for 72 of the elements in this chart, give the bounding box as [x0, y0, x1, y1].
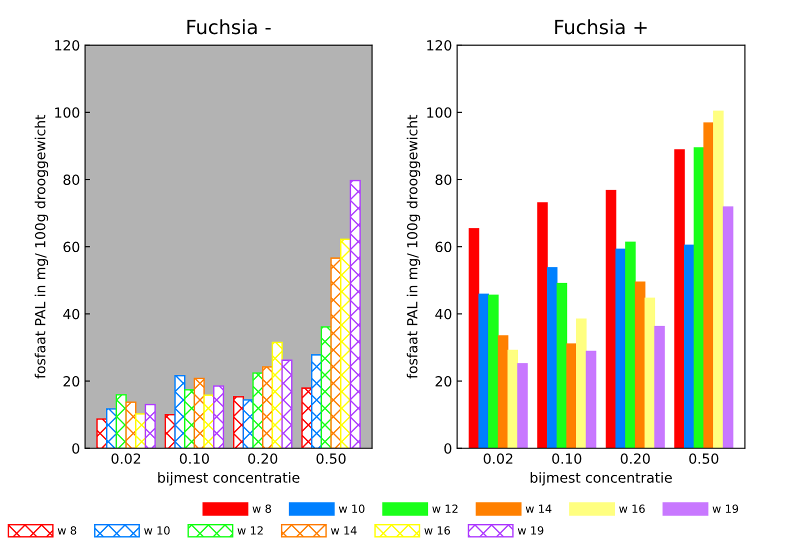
bar	[488, 294, 499, 448]
chart-title: Fuchsia -	[187, 19, 271, 34]
y-tick-label: 80	[436, 174, 452, 185]
y-tick-label: 80	[63, 174, 80, 185]
y-axis-title: fosfaat PAL in mg/ 100g drooggewicht	[34, 114, 48, 379]
x-tick-label: 0.02	[484, 453, 512, 464]
bar	[517, 363, 528, 448]
bar	[625, 242, 636, 448]
bar	[281, 360, 292, 448]
bar	[350, 180, 361, 448]
bar	[634, 282, 646, 448]
bar	[694, 147, 704, 448]
bar	[272, 342, 283, 448]
legend-label: w 8	[252, 504, 272, 513]
bar	[320, 326, 332, 448]
y-tick-label: 0	[444, 443, 452, 454]
bar	[546, 267, 558, 448]
x-tick-label: 0.02	[112, 453, 140, 464]
x-tick-label: 0.50	[316, 453, 346, 464]
legend-label: w 12	[432, 504, 458, 513]
legend-label: w 19	[518, 526, 544, 535]
x-tick-label: 0.10	[180, 453, 209, 464]
bar	[576, 318, 587, 448]
y-tick-label: 0	[72, 443, 80, 454]
bar	[722, 206, 734, 448]
bar	[644, 298, 656, 448]
y-tick-label: 40	[63, 308, 80, 320]
x-axis-title: bijmest concentratie	[530, 472, 672, 486]
legend-label: w 16	[619, 504, 645, 513]
y-tick-label: 120	[55, 40, 80, 51]
legend-label: w 19	[712, 504, 738, 513]
y-tick-label: 40	[435, 308, 452, 320]
legend-label: w 12	[238, 526, 263, 534]
x-axis-title: bijmest concentratie	[158, 472, 300, 486]
x-tick-label: 0.10	[552, 453, 582, 464]
bar	[615, 248, 626, 448]
bar	[242, 399, 254, 448]
legend-label: w 14	[526, 504, 552, 513]
bar	[556, 282, 568, 448]
legend-label: w 8	[58, 526, 76, 535]
bar	[478, 294, 489, 448]
legend-label: w 10	[338, 504, 364, 513]
y-tick-label: 20	[64, 376, 80, 387]
legend-label: w 16	[424, 526, 450, 535]
chart-title: Fuchsia +	[555, 19, 647, 34]
bar	[508, 350, 518, 448]
legend-label: w 14	[330, 526, 357, 534]
y-tick-label: 60	[436, 242, 452, 252]
bar	[606, 190, 616, 448]
bar	[654, 326, 665, 448]
bar	[586, 350, 596, 448]
y-tick-label: 60	[64, 242, 80, 252]
bar	[144, 404, 156, 448]
x-tick-label: 0.50	[689, 453, 718, 464]
x-tick-label: 0.20	[620, 453, 650, 464]
x-tick-label: 0.20	[248, 453, 278, 464]
legend-label: w 10	[144, 526, 170, 535]
bar	[116, 394, 127, 448]
y-tick-label: 100	[55, 107, 80, 118]
bar	[684, 244, 695, 448]
bar	[213, 385, 224, 448]
y-axis-title: fosfaat PAL in mg/ 100g drooggewicht	[406, 114, 420, 379]
y-tick-label: 100	[427, 107, 452, 118]
bar	[468, 228, 480, 448]
bar	[703, 122, 714, 448]
bar	[498, 335, 508, 448]
y-tick-label: 20	[436, 376, 452, 387]
bar	[537, 202, 548, 448]
bar	[674, 149, 685, 448]
bar	[713, 110, 724, 448]
bar	[194, 378, 205, 448]
y-tick-label: 120	[427, 40, 452, 51]
